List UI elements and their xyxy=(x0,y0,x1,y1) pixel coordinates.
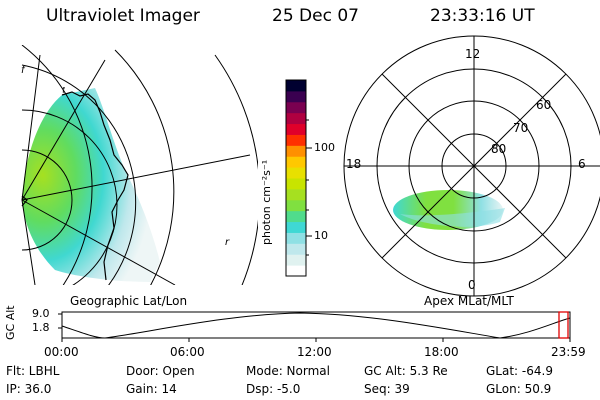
timeline-y-tick-1: 1.8 xyxy=(32,321,50,334)
map-mark-2: r xyxy=(225,237,230,248)
timeline-x-tick-end: 23:59 xyxy=(551,345,586,359)
colorbar-band xyxy=(286,265,306,277)
status-gc-alt: GC Alt: 5.3 Re xyxy=(364,364,448,378)
colorbar-tick-10: 10 xyxy=(314,229,328,242)
colorbar-band xyxy=(286,243,306,255)
altitude-curve xyxy=(61,312,571,339)
colorbar-band xyxy=(286,210,306,223)
timeline-y-tick-9: 9.0 xyxy=(32,307,50,320)
colorbar-band xyxy=(286,90,306,103)
polar-plot xyxy=(343,35,600,297)
colorbar-band xyxy=(286,232,306,244)
colorbar-tick-100: 100 xyxy=(314,141,335,154)
map-mark-1: f xyxy=(21,65,26,76)
time-marker xyxy=(558,311,569,339)
colorbar-band xyxy=(286,123,306,135)
status-seq: Seq: 39 xyxy=(364,382,410,396)
timeline-axis-label: GC Alt xyxy=(4,305,17,340)
colorbar-band xyxy=(286,254,306,266)
status-gain: Gain: 14 xyxy=(126,382,177,396)
colorbar-band xyxy=(286,178,306,190)
mlt-6-label: 6 xyxy=(578,157,586,171)
colorbar-band xyxy=(286,188,306,201)
date-label: 25 Dec 07 xyxy=(272,6,359,26)
colorbar-unit-label: photon cm⁻²s⁻¹ xyxy=(260,159,273,245)
status-door: Door: Open xyxy=(126,364,195,378)
status-mode: Mode: Normal xyxy=(246,364,330,378)
map-mark-top: f xyxy=(62,86,65,95)
colorbar-band xyxy=(286,167,306,179)
mlat-60-label: 60 xyxy=(536,98,552,112)
time-label: 23:33:16 UT xyxy=(430,6,535,26)
timeline-x-tick-6: 06:00 xyxy=(170,345,205,359)
colorbar-band xyxy=(286,199,306,212)
geographic-map xyxy=(21,45,258,285)
aurora-emission-left xyxy=(22,88,160,282)
mlt-18-label: 18 xyxy=(346,157,362,171)
colorbar-band xyxy=(286,156,306,168)
timeline-x-tick-12: 12:00 xyxy=(297,345,332,359)
status-ip: IP: 36.0 xyxy=(6,382,52,396)
mlat-80-label: 80 xyxy=(491,142,507,156)
colorbar-band xyxy=(286,134,306,146)
mlt-12-label: 12 xyxy=(465,47,481,61)
colorbar-band xyxy=(286,221,306,233)
mlat-70-label: 70 xyxy=(513,121,529,135)
timeline-x-tick-18: 18:00 xyxy=(424,345,459,359)
right-panel-label: Apex MLat/MLT xyxy=(424,294,514,308)
colorbar-band xyxy=(286,145,306,157)
left-panel-label: Geographic Lat/Lon xyxy=(70,294,188,308)
timeline-x-tick-0: 00:00 xyxy=(44,345,79,359)
coastline xyxy=(61,91,129,281)
status-dsp: Dsp: -5.0 xyxy=(246,382,301,396)
colorbar xyxy=(286,80,306,277)
altitude-timeline xyxy=(58,311,571,342)
colorbar-band xyxy=(286,80,306,92)
mlt-0-label: 0 xyxy=(468,278,476,292)
status-filter: Flt: LBHL xyxy=(6,364,60,378)
status-glon: GLon: 50.9 xyxy=(486,382,552,396)
instrument-title: Ultraviolet Imager xyxy=(46,6,200,26)
status-glat: GLat: -64.9 xyxy=(486,364,553,378)
colorbar-band xyxy=(286,112,306,125)
colorbar-band xyxy=(286,101,306,114)
